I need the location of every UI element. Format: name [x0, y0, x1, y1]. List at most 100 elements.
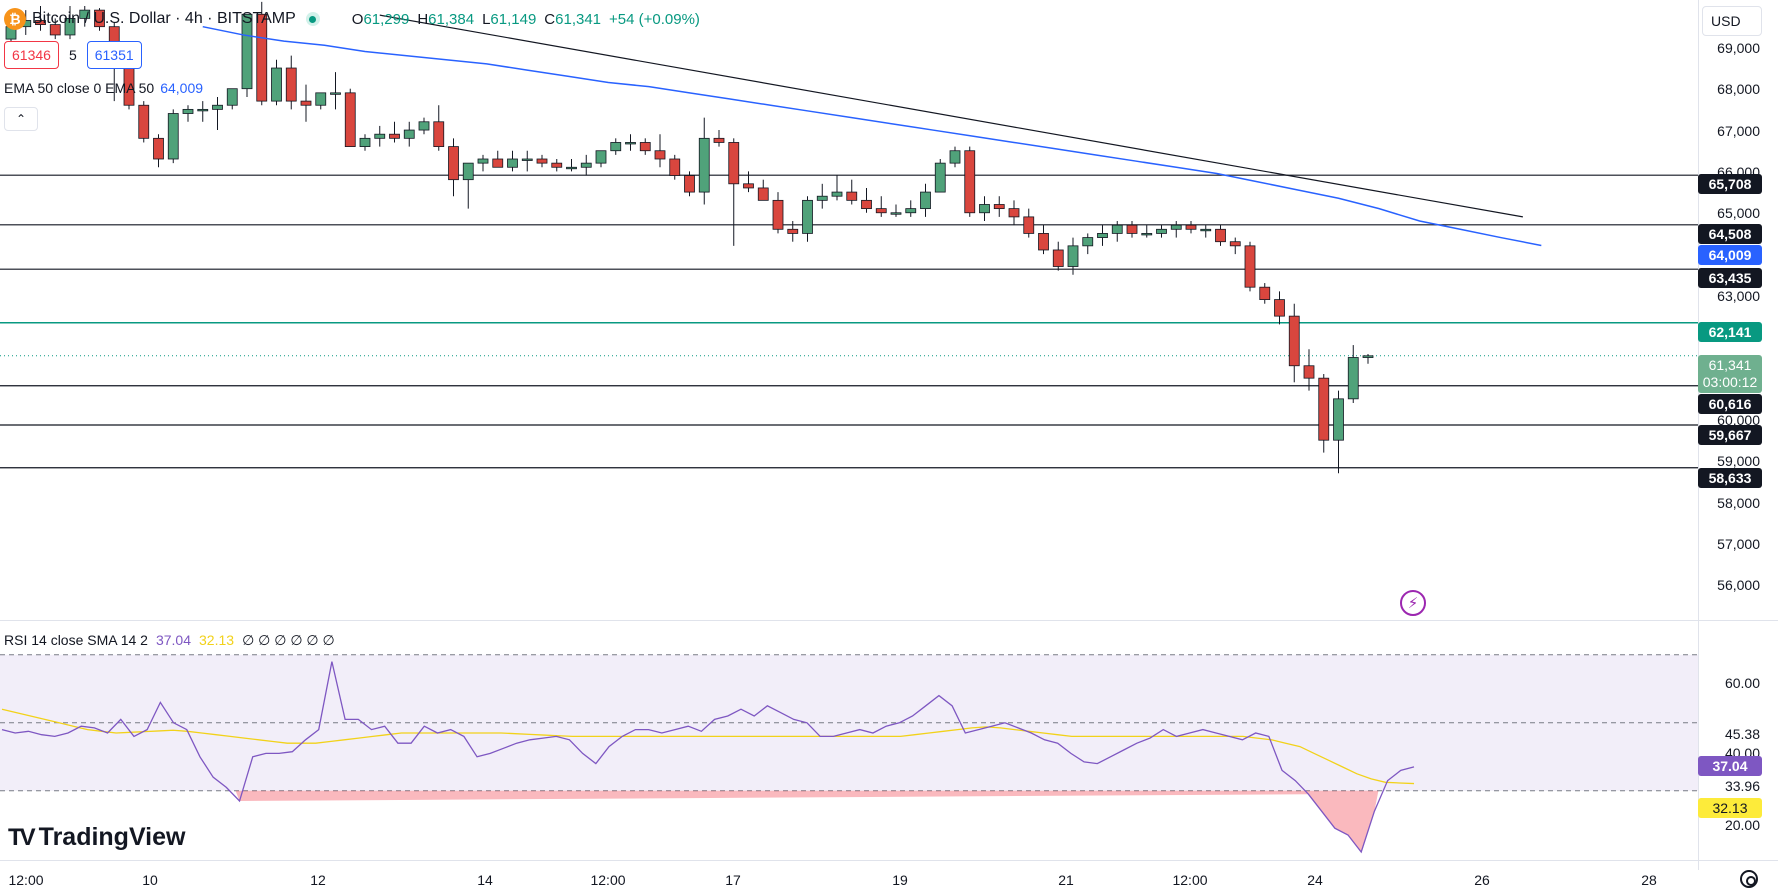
- bitcoin-icon: ₿: [4, 8, 26, 30]
- tradingview-name: TradingView: [38, 823, 186, 851]
- candle-up: [920, 191, 931, 210]
- pivot-level-tag: 62,141: [1698, 322, 1762, 342]
- candle-up: [1200, 228, 1212, 232]
- symbol-legend: ₿ Bitcoin / U.S. Dollar · 4h · BITSTAMP …: [4, 6, 700, 32]
- rsi-legend-extra: ∅ ∅ ∅ ∅ ∅ ∅: [242, 632, 335, 648]
- symbol-title[interactable]: Bitcoin / U.S. Dollar · 4h · BITSTAMP: [32, 10, 296, 27]
- candle-down: [1318, 377, 1330, 441]
- candle-up: [566, 166, 577, 170]
- sell-button[interactable]: 61346: [4, 41, 59, 69]
- candle-up: [1347, 357, 1359, 400]
- candle-up: [595, 150, 607, 164]
- support-level-tag: 59,667: [1698, 425, 1762, 445]
- tradingview-logo-icon: TV: [8, 823, 36, 851]
- candle-up: [1067, 245, 1079, 267]
- lightning-icon[interactable]: ⚡: [1400, 590, 1426, 616]
- rsi-axis-label: 45.38: [1724, 726, 1760, 742]
- candle-down: [536, 158, 548, 164]
- bid-ask-panel: 61346 5 61351: [4, 41, 142, 69]
- price-axis-label: 65,000: [1717, 205, 1760, 221]
- candle-up: [403, 129, 415, 139]
- rsi-axis-label: 33.96: [1724, 778, 1760, 794]
- candle-down: [861, 199, 872, 210]
- time-axis-label: 24: [1307, 872, 1323, 888]
- currency-selector[interactable]: USD: [1702, 6, 1762, 36]
- ema-legend[interactable]: EMA 50 close 0 EMA 50 64,009: [4, 80, 203, 96]
- candle-down: [1259, 286, 1271, 300]
- candle-up: [315, 92, 327, 106]
- candle-down: [344, 92, 356, 147]
- candle-up: [241, 13, 253, 90]
- candle-down: [492, 158, 504, 168]
- candle-up: [521, 158, 533, 161]
- candle-up: [462, 162, 474, 181]
- price-axis-label: 58,000: [1717, 495, 1760, 511]
- candle-down: [1303, 365, 1315, 379]
- rsi-legend-value: 37.04: [155, 632, 192, 648]
- candle-down: [153, 137, 164, 160]
- time-axis-label: 12:00: [1172, 872, 1208, 888]
- candle-down: [964, 150, 976, 214]
- buy-button[interactable]: 61351: [86, 41, 142, 69]
- candle-up: [418, 121, 430, 131]
- price-axis-label: 68,000: [1717, 81, 1760, 97]
- candle-down: [256, 13, 268, 102]
- ema-legend-value: 64,009: [160, 80, 204, 96]
- candle-up: [625, 142, 636, 145]
- tradingview-logo[interactable]: TV TradingView: [8, 823, 185, 852]
- candle-up: [330, 92, 341, 95]
- candle-up: [831, 191, 843, 197]
- candle-down: [743, 183, 754, 189]
- candle-up: [934, 162, 946, 193]
- candle-down: [1274, 299, 1285, 317]
- gear-icon[interactable]: [1740, 870, 1758, 888]
- candle-up: [1097, 233, 1108, 238]
- candle-down: [1229, 241, 1241, 247]
- candle-down: [654, 150, 666, 160]
- candle-down: [448, 146, 459, 181]
- candle-down: [639, 142, 651, 152]
- candle-down: [1126, 224, 1138, 234]
- rsi-legend[interactable]: RSI 14 close SMA 14 2 37.04 32.13 ∅ ∅ ∅ …: [4, 632, 335, 649]
- chart-canvas[interactable]: [0, 0, 1698, 870]
- candle-up: [949, 150, 961, 164]
- time-axis-label: 14: [477, 872, 493, 888]
- rsi-axis-label: 20.00: [1724, 817, 1760, 833]
- time-axis-label: 26: [1474, 872, 1490, 888]
- candle-down: [300, 100, 312, 106]
- candle-up: [580, 162, 592, 168]
- candle-down: [35, 20, 46, 26]
- candle-up: [167, 113, 179, 160]
- resistance-level-tag: 64,508: [1698, 224, 1762, 244]
- candle-up: [79, 9, 91, 19]
- price-axis-label: 60,000: [1717, 412, 1760, 428]
- candle-down: [669, 158, 681, 176]
- pane-divider[interactable]: [0, 620, 1778, 621]
- rsi-legend-label: RSI 14 close SMA 14 2: [4, 632, 148, 648]
- candle-up: [1170, 224, 1182, 230]
- candle-up: [271, 67, 282, 102]
- time-scale-divider: [0, 860, 1778, 861]
- time-axis-label: 12:00: [590, 872, 626, 888]
- candle-up: [979, 204, 990, 214]
- candle-down: [684, 175, 695, 193]
- candle-down: [846, 191, 858, 201]
- candle-up: [374, 133, 386, 139]
- candle-up: [698, 137, 710, 193]
- candle-up: [212, 104, 223, 110]
- candle-down: [94, 9, 105, 28]
- trend-line: [379, 14, 1523, 218]
- time-axis-label: 19: [892, 872, 908, 888]
- candle-up: [197, 108, 209, 112]
- price-change: +54 (+0.09%): [609, 10, 700, 28]
- collapse-legend-button[interactable]: ⌃: [4, 107, 38, 131]
- candle-down: [1185, 224, 1197, 230]
- price-axis-label: 63,000: [1717, 288, 1760, 304]
- candle-down: [138, 104, 150, 139]
- time-axis-label: 12: [310, 872, 326, 888]
- time-axis-label: 28: [1641, 872, 1657, 888]
- candle-up: [1333, 398, 1344, 441]
- rsi-sma-legend-value: 32.13: [199, 632, 235, 648]
- rsi-value-tag: 37.04: [1698, 756, 1762, 776]
- candle-up: [477, 158, 489, 164]
